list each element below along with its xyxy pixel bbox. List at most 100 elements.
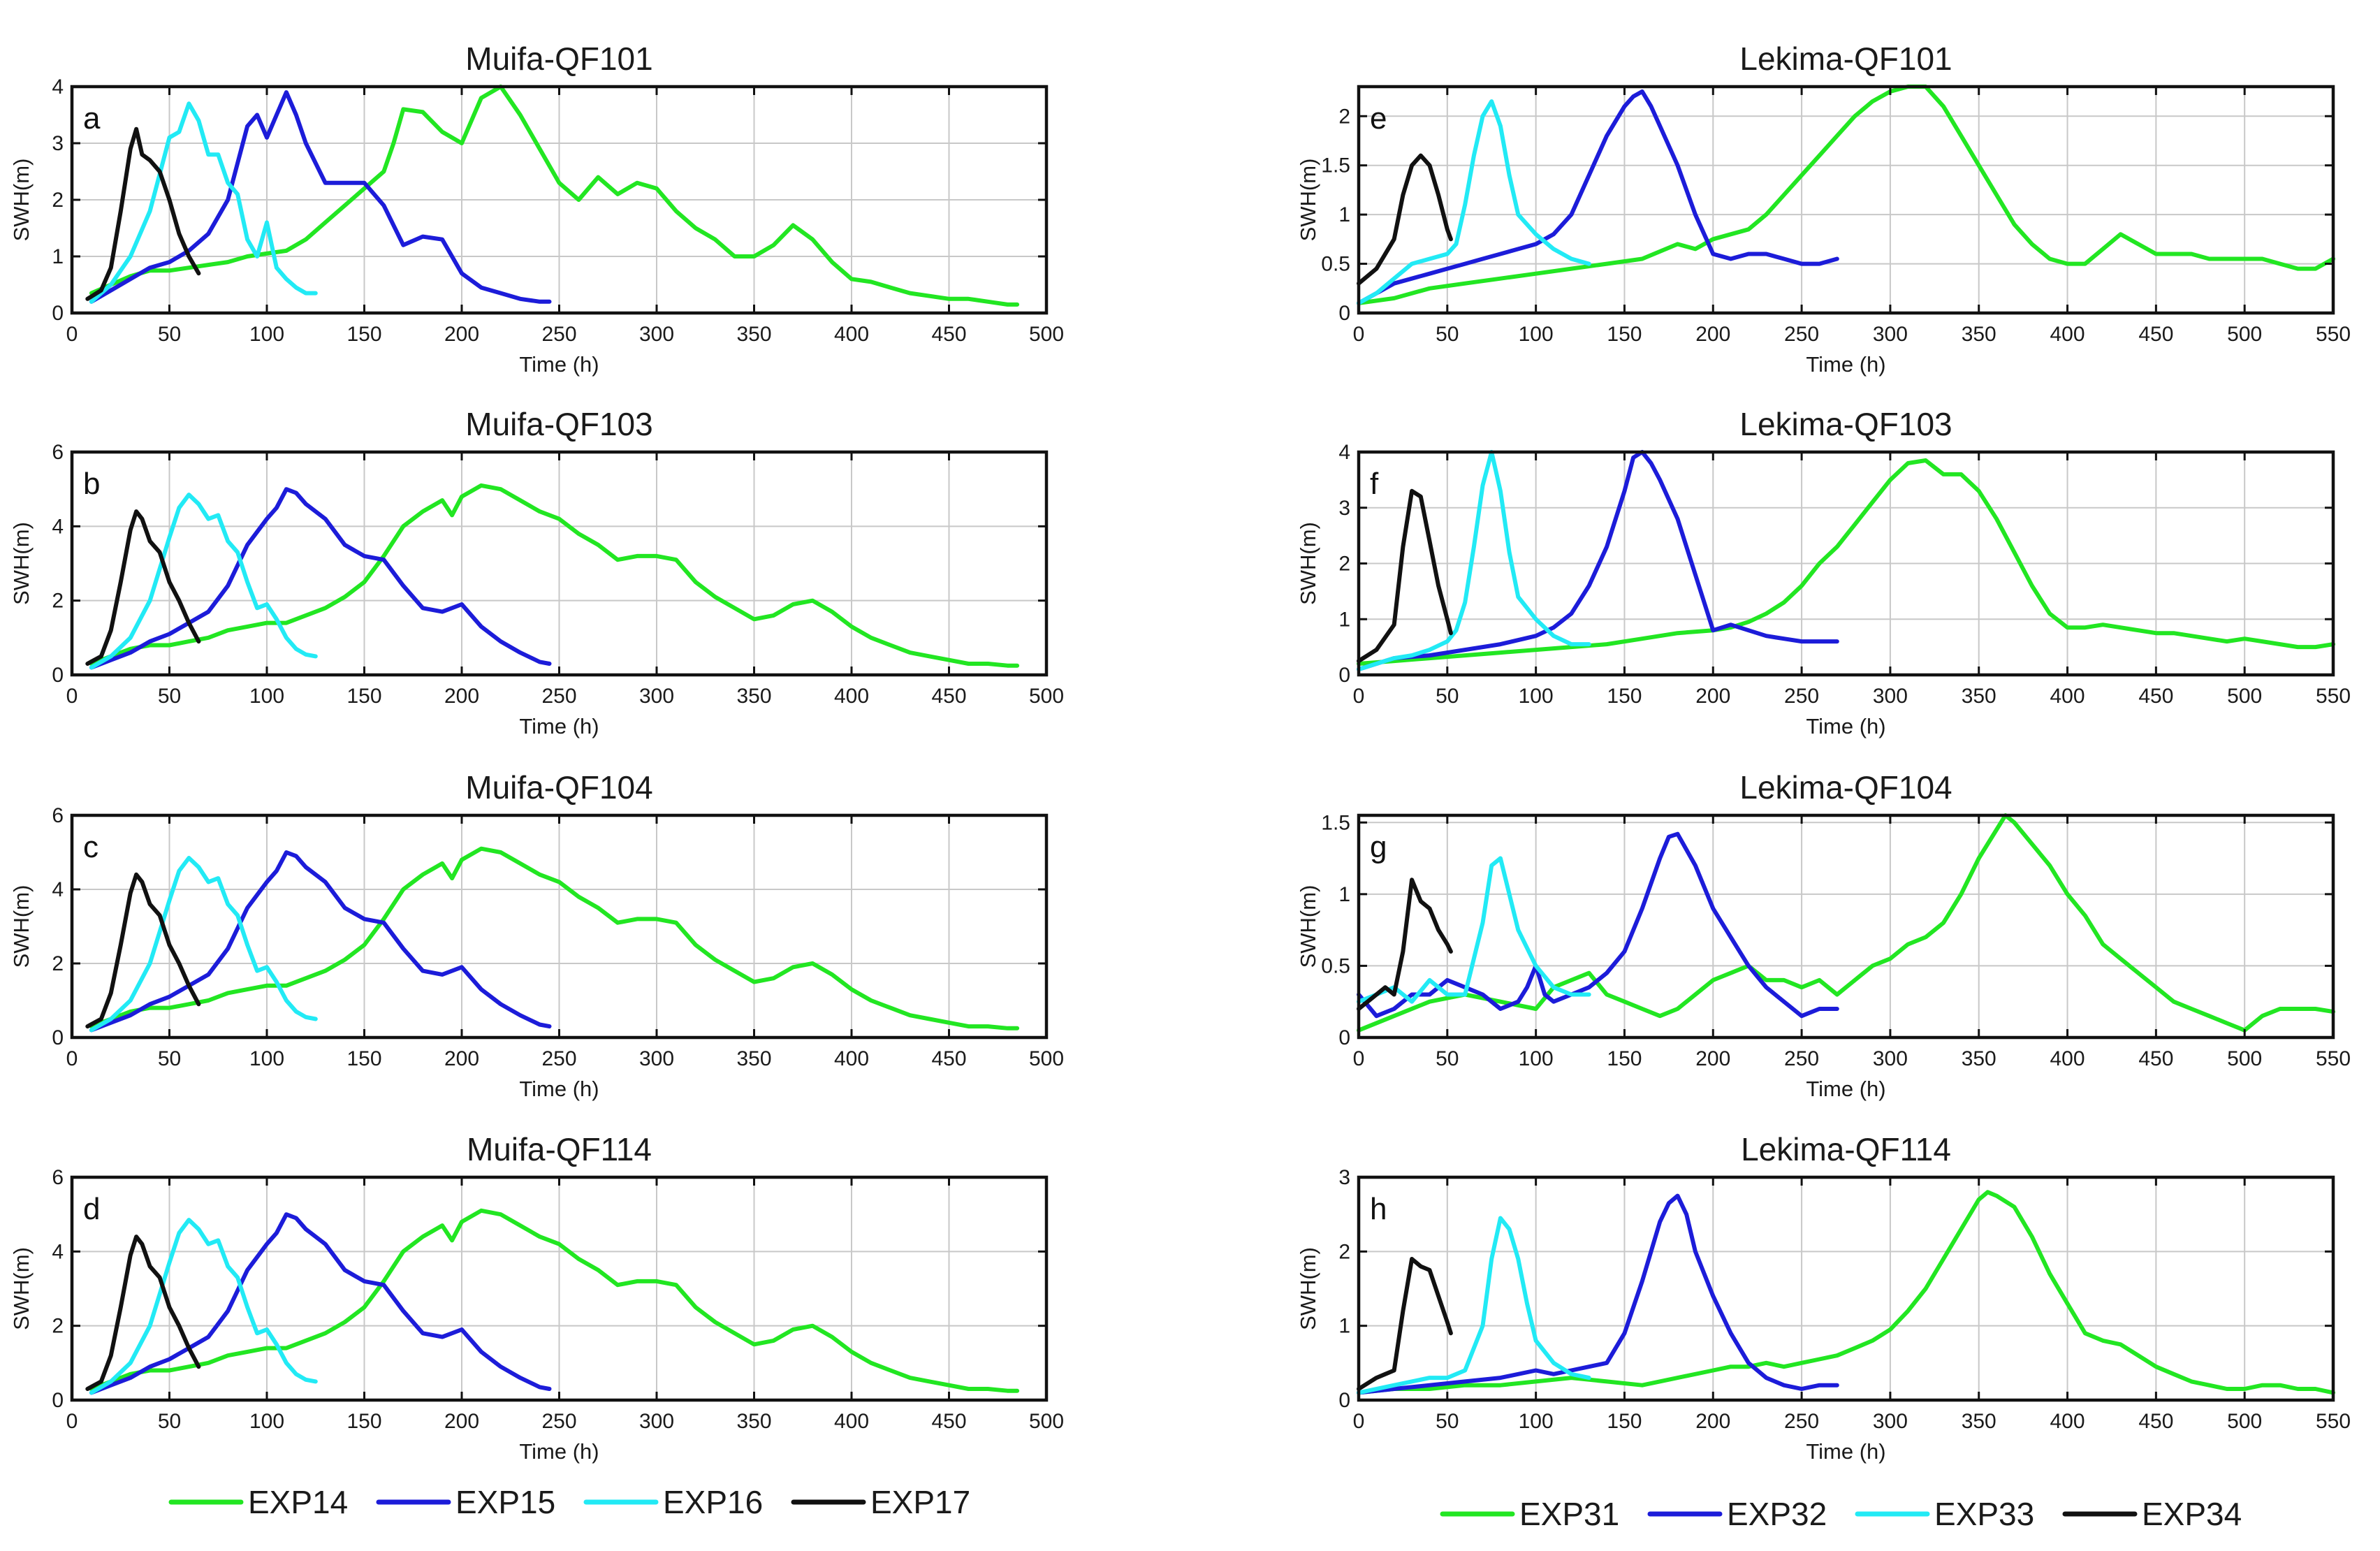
x-tick-label: 350 — [1962, 1410, 1996, 1433]
panel-letter: g — [1370, 830, 1387, 864]
x-tick-label: 450 — [931, 1410, 966, 1433]
x-tick-label: 350 — [736, 323, 771, 346]
series-line-exp34 — [1357, 488, 1453, 664]
series-line-exp16 — [89, 856, 318, 1033]
x-tick-label: 250 — [1784, 685, 1819, 708]
x-tick-label: 50 — [1436, 1047, 1459, 1070]
x-axis-label: Time (h) — [519, 352, 599, 377]
y-axis-label: SWH(m) — [9, 1247, 34, 1330]
plot-frame — [1357, 813, 2335, 1040]
x-axis-label: Time (h) — [519, 1439, 599, 1464]
y-tick-label: 2 — [1338, 553, 1350, 576]
y-tick-label: 1 — [1338, 1315, 1350, 1338]
x-tick-label: 0 — [66, 1047, 78, 1070]
x-axis-label: Time (h) — [1806, 714, 1885, 738]
panel-title: Lekima-QF114 — [1741, 1131, 1951, 1167]
x-tick-label: 150 — [1607, 685, 1642, 708]
series-line-exp14 — [89, 85, 1020, 307]
y-tick-label: 2 — [52, 189, 64, 212]
x-tick-label: 100 — [249, 323, 284, 346]
series-line-exp34 — [1357, 153, 1453, 286]
x-tick-label: 350 — [736, 1410, 771, 1433]
y-axis-label: SWH(m) — [1296, 1247, 1320, 1330]
y-tick-label: 6 — [52, 441, 64, 464]
x-axis-label: Time (h) — [1806, 352, 1885, 377]
panel-letter: h — [1370, 1192, 1387, 1226]
x-tick-label: 400 — [834, 1047, 869, 1070]
series-line-exp32 — [1357, 831, 1839, 1019]
x-tick-label: 300 — [1873, 685, 1908, 708]
y-axis-label: SWH(m) — [9, 885, 34, 968]
x-tick-label: 0 — [1353, 323, 1365, 346]
panel-title: Lekima-QF103 — [1739, 406, 1952, 442]
x-tick-label: 300 — [639, 323, 674, 346]
plot-frame — [1357, 1175, 2335, 1402]
y-tick-label: 1 — [1338, 608, 1350, 631]
series-line-exp31 — [1357, 813, 2335, 1033]
x-tick-label: 200 — [1695, 685, 1730, 708]
y-tick-label: 2 — [52, 1315, 64, 1338]
x-tick-label: 400 — [2050, 685, 2085, 708]
y-tick-label: 4 — [52, 1240, 64, 1263]
x-tick-label: 400 — [2050, 1047, 2085, 1070]
y-axis-label: SWH(m) — [9, 522, 34, 605]
x-tick-label: 500 — [2227, 1410, 2262, 1433]
x-tick-label: 200 — [1695, 323, 1730, 346]
x-tick-label: 250 — [541, 1047, 576, 1070]
series-line-exp17 — [85, 872, 201, 1029]
x-tick-label: 50 — [158, 1047, 181, 1070]
x-tick-label: 300 — [1873, 323, 1908, 346]
y-tick-label: 0 — [1338, 664, 1350, 687]
x-axis-label: Time (h) — [519, 714, 599, 738]
y-tick-label: 0 — [52, 1026, 64, 1049]
series-line-exp15 — [89, 487, 552, 670]
x-tick-label: 450 — [931, 685, 966, 708]
x-tick-label: 550 — [2316, 1410, 2351, 1433]
y-tick-label: 2 — [1338, 105, 1350, 128]
x-tick-label: 50 — [158, 323, 181, 346]
x-tick-label: 300 — [1873, 1410, 1908, 1433]
series-line-exp16 — [89, 493, 318, 670]
x-tick-label: 500 — [2227, 685, 2262, 708]
y-axis-label: SWH(m) — [1296, 885, 1320, 968]
legend-label-exp33: EXP33 — [1934, 1496, 2034, 1532]
x-tick-label: 400 — [2050, 1410, 2085, 1433]
y-tick-label: 6 — [52, 1166, 64, 1189]
x-tick-label: 300 — [639, 1410, 674, 1433]
x-tick-label: 500 — [1029, 1047, 1064, 1070]
x-tick-label: 150 — [346, 323, 381, 346]
series-line-exp14 — [89, 846, 1020, 1031]
x-tick-label: 400 — [2050, 323, 2085, 346]
x-tick-label: 0 — [1353, 685, 1365, 708]
x-tick-label: 0 — [66, 323, 78, 346]
x-tick-label: 400 — [834, 1410, 869, 1433]
x-tick-label: 300 — [639, 685, 674, 708]
y-tick-label: 0 — [1338, 1026, 1350, 1049]
series-line-exp14 — [89, 483, 1020, 668]
plot-frame — [1357, 85, 2335, 315]
y-tick-label: 2 — [52, 952, 64, 975]
x-axis-label: Time (h) — [519, 1077, 599, 1101]
x-tick-label: 350 — [1962, 685, 1996, 708]
y-tick-label: 0 — [52, 1389, 64, 1412]
y-tick-label: 2 — [52, 590, 64, 613]
y-tick-label: 3 — [1338, 1166, 1350, 1189]
x-tick-label: 50 — [158, 685, 181, 708]
y-tick-label: 1 — [52, 245, 64, 268]
y-tick-label: 4 — [52, 878, 64, 901]
y-tick-label: 1.5 — [1321, 154, 1350, 177]
x-tick-label: 350 — [736, 1047, 771, 1070]
series-line-exp16 — [89, 101, 318, 304]
panel-letter: a — [83, 101, 101, 136]
panel-title: Muifa-QF101 — [465, 41, 652, 77]
x-tick-label: 50 — [1436, 1410, 1459, 1433]
y-tick-label: 1 — [1338, 883, 1350, 906]
x-tick-label: 250 — [1784, 1410, 1819, 1433]
series-line-exp15 — [89, 1212, 552, 1395]
x-tick-label: 0 — [1353, 1410, 1365, 1433]
x-tick-label: 50 — [158, 1410, 181, 1433]
x-tick-label: 50 — [1436, 323, 1459, 346]
series-line-exp31 — [1357, 1190, 2335, 1395]
panel-d: 0 50 100 150 200 250 300 350 400 450 500 0 2 4 6 Muifa-… — [9, 1131, 1064, 1464]
series-line-exp17 — [85, 126, 201, 301]
